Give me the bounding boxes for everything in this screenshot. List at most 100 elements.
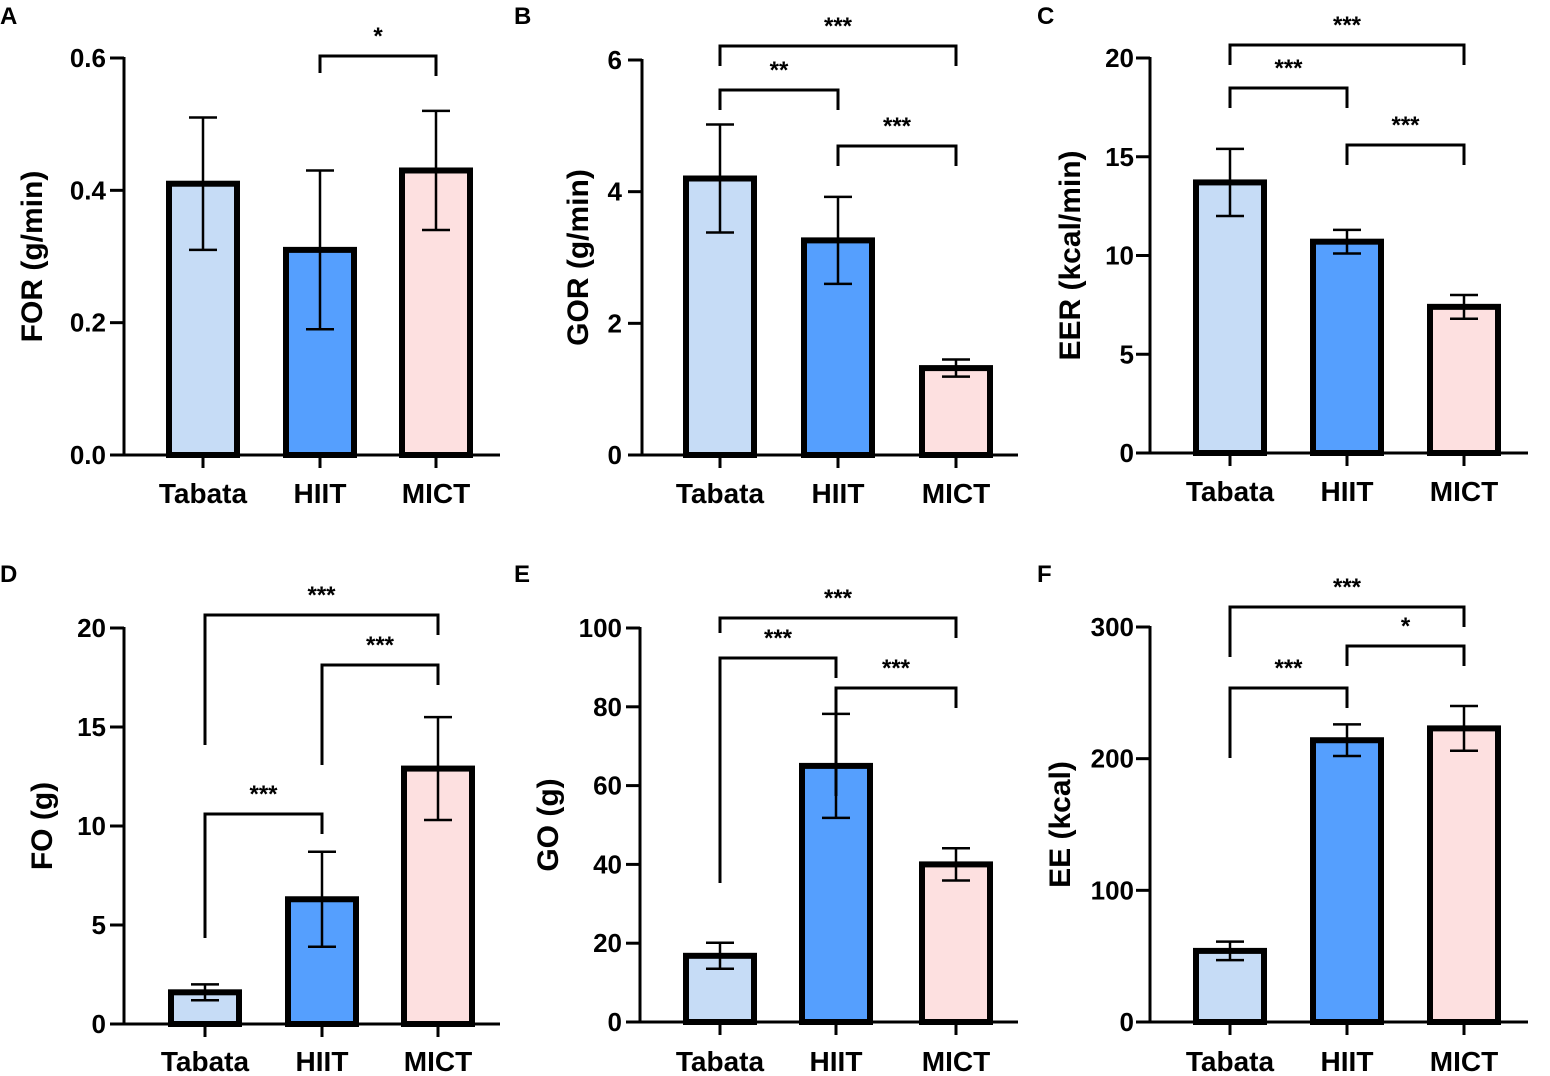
y-axis-title: GO (g) (532, 778, 565, 871)
x-tick-label-hiit: HIIT (812, 478, 865, 509)
bar-hiit (1310, 238, 1384, 456)
significance-bracket (1345, 143, 1466, 165)
x-tick-label-mict: MICT (922, 478, 990, 509)
x-tick-label-tabata: Tabata (676, 478, 765, 509)
bar-mict (919, 365, 993, 459)
significance-label: *** (883, 113, 912, 140)
significance-bracket (718, 616, 958, 638)
panel-letter-b: B (514, 3, 531, 30)
y-tick-label: 100 (1091, 875, 1134, 905)
significance-bracket (320, 663, 440, 765)
x-tick-label-mict: MICT (1430, 476, 1498, 507)
panel-letter-c: C (1037, 3, 1054, 30)
y-tick-label: 40 (593, 849, 622, 879)
bar-mict (1427, 725, 1501, 1026)
significance-bracket (1228, 86, 1349, 108)
bar-mict (919, 861, 993, 1026)
bar-hiit (1310, 737, 1384, 1025)
x-tick-label-tabata: Tabata (159, 478, 248, 509)
significance-bracket (318, 54, 438, 76)
x-tick-label-tabata: Tabata (1186, 1046, 1275, 1076)
significance-bracket (1228, 605, 1466, 657)
significance-label: *** (1274, 55, 1303, 82)
significance-label: * (373, 23, 383, 50)
y-tick-label: 15 (1105, 142, 1134, 172)
panel-c: C 0 5 10 15 20 Tabata HIIT MICT EER (kcal/min) ***… (1037, 3, 1528, 507)
panel-d: D 0 5 10 15 20 Tabata HIIT MICT FO (g) *** *** *** (0, 561, 500, 1076)
y-axis-title: GOR (g/min) (562, 169, 595, 346)
x-tick-label-mict: MICT (922, 1046, 990, 1076)
y-tick-label: 0 (608, 1007, 622, 1037)
x-tick-label-hiit: HIIT (296, 1046, 349, 1076)
y-axis-title: EER (kcal/min) (1054, 150, 1087, 360)
x-tick-label-hiit: HIIT (1321, 1046, 1374, 1076)
significance-bracket (1345, 644, 1466, 666)
y-axis-title: EE (kcal) (1044, 761, 1077, 888)
x-tick-label-mict: MICT (402, 478, 470, 509)
bar-tabata (1193, 947, 1267, 1026)
x-tick-label-hiit: HIIT (1321, 476, 1374, 507)
x-tick-label-hiit: HIIT (810, 1046, 863, 1076)
significance-bracket (836, 144, 958, 166)
y-tick-label: 0 (608, 440, 622, 470)
significance-bracket (203, 812, 324, 938)
y-tick-label: 0 (1120, 438, 1134, 468)
y-tick-label: 80 (593, 692, 622, 722)
significance-bracket (718, 656, 838, 883)
significance-label: *** (824, 13, 853, 40)
significance-bracket (203, 613, 440, 745)
y-tick-label: 20 (1105, 43, 1134, 73)
y-tick-label: 0.6 (70, 43, 106, 73)
x-tick-label-tabata: Tabata (161, 1046, 250, 1076)
y-tick-label: 10 (77, 811, 106, 841)
significance-bracket (718, 44, 958, 66)
significance-label: *** (1274, 655, 1303, 682)
bar-mict (1427, 303, 1501, 456)
x-tick-label-mict: MICT (1430, 1046, 1498, 1076)
y-tick-label: 100 (579, 613, 622, 643)
bar-tabata (1193, 179, 1267, 457)
y-tick-label: 5 (1120, 339, 1134, 369)
y-tick-label: 0.0 (70, 440, 106, 470)
y-tick-label: 200 (1091, 744, 1134, 774)
significance-label: *** (764, 625, 793, 652)
y-tick-label: 300 (1091, 612, 1134, 642)
y-axis-title: FO (g) (26, 782, 59, 870)
panel-letter-f: F (1037, 561, 1052, 588)
panel-letter-d: D (0, 561, 17, 588)
y-tick-label: 0 (1120, 1007, 1134, 1037)
significance-label: *** (249, 781, 278, 808)
y-tick-label: 10 (1105, 241, 1134, 271)
significance-bracket (718, 88, 840, 110)
y-tick-label: 6 (608, 45, 622, 75)
panel-a: A 0.0 0.2 0.4 0.6 Tabata HIIT MICT FOR (g/min) * (0, 3, 500, 509)
significance-label: *** (824, 585, 853, 612)
y-tick-label: 0.4 (70, 175, 107, 205)
y-axis-title: FOR (g/min) (16, 171, 49, 343)
significance-label: ** (770, 57, 789, 84)
significance-label: * (1401, 613, 1411, 640)
significance-label: *** (307, 582, 336, 609)
significance-label: *** (882, 655, 911, 682)
significance-label: *** (1333, 12, 1362, 39)
panel-letter-a: A (0, 3, 17, 30)
x-tick-label-tabata: Tabata (676, 1046, 765, 1076)
y-tick-label: 0.2 (70, 308, 106, 338)
y-tick-label: 20 (77, 613, 106, 643)
x-tick-label-hiit: HIIT (294, 478, 347, 509)
x-tick-label-mict: MICT (404, 1046, 472, 1076)
significance-label: *** (1391, 112, 1420, 139)
x-tick-label-tabata: Tabata (1186, 476, 1275, 507)
significance-bracket (1228, 43, 1466, 65)
y-tick-label: 60 (593, 771, 622, 801)
y-tick-label: 15 (77, 712, 106, 742)
significance-label: *** (366, 632, 395, 659)
y-tick-label: 20 (593, 928, 622, 958)
significance-label: *** (1333, 574, 1362, 601)
panel-e: E 0 20 40 60 80 100 Tabata HIIT MICT GO (g) *** *** *… (514, 561, 1018, 1076)
y-tick-label: 0 (92, 1009, 106, 1039)
y-tick-label: 2 (608, 308, 622, 338)
